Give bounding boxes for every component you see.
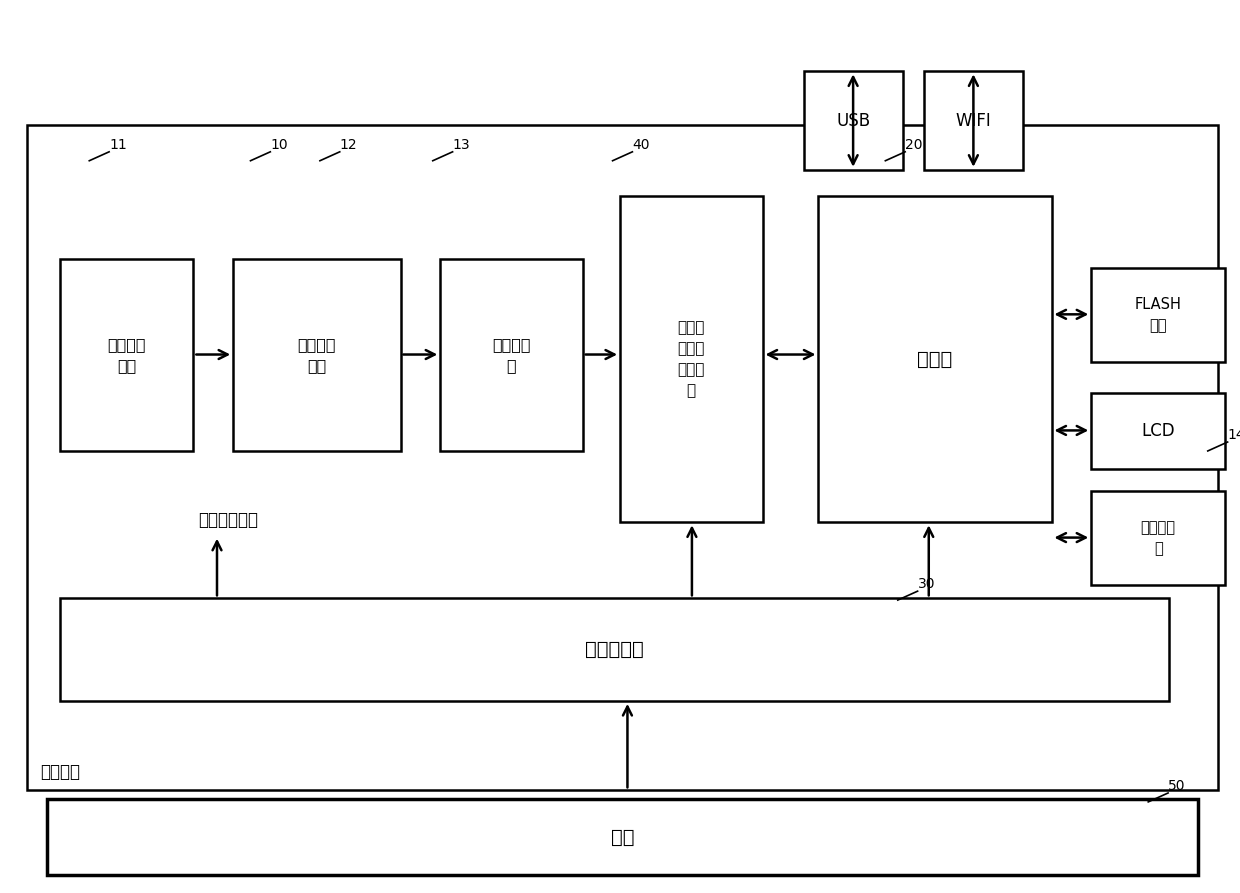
- Text: USB: USB: [836, 112, 870, 129]
- Text: 控制器: 控制器: [918, 350, 952, 369]
- Bar: [1091, 268, 1225, 362]
- Text: FLASH
芯片: FLASH 芯片: [1135, 296, 1182, 333]
- Bar: [60, 598, 1169, 701]
- Text: 系统插板: 系统插板: [40, 764, 79, 781]
- Bar: [818, 196, 1052, 522]
- Text: WIFI: WIFI: [956, 112, 991, 129]
- Bar: [1091, 491, 1225, 585]
- Bar: [804, 71, 903, 170]
- Text: 位移传感
器: 位移传感 器: [1141, 520, 1176, 556]
- Bar: [1091, 393, 1225, 469]
- Text: 20: 20: [905, 138, 923, 152]
- Bar: [620, 196, 763, 522]
- Text: LCD: LCD: [1141, 421, 1176, 440]
- Text: 双端口
随机存
取存储
器: 双端口 随机存 取存储 器: [677, 321, 706, 398]
- Text: 接触式传
感器: 接触式传 感器: [107, 337, 146, 373]
- Text: 13: 13: [453, 138, 470, 152]
- Bar: [47, 179, 587, 536]
- Bar: [60, 259, 193, 451]
- Bar: [233, 259, 401, 451]
- Text: 40: 40: [632, 138, 650, 152]
- Text: 11: 11: [109, 138, 126, 152]
- Text: 50: 50: [1168, 779, 1185, 793]
- Bar: [27, 125, 1218, 790]
- Text: 12: 12: [340, 138, 357, 152]
- Text: 模数转换
器: 模数转换 器: [492, 337, 531, 373]
- Text: 30: 30: [918, 577, 935, 591]
- Text: 14: 14: [1228, 428, 1240, 442]
- Text: 逻辑控制器: 逻辑控制器: [585, 640, 644, 659]
- Text: 图像采集模块: 图像采集模块: [198, 511, 258, 529]
- Text: 信号调节
电路: 信号调节 电路: [298, 337, 336, 373]
- Bar: [924, 71, 1023, 170]
- Bar: [440, 259, 583, 451]
- Bar: [47, 799, 1198, 875]
- Text: 10: 10: [270, 138, 288, 152]
- Text: 电池: 电池: [611, 828, 634, 847]
